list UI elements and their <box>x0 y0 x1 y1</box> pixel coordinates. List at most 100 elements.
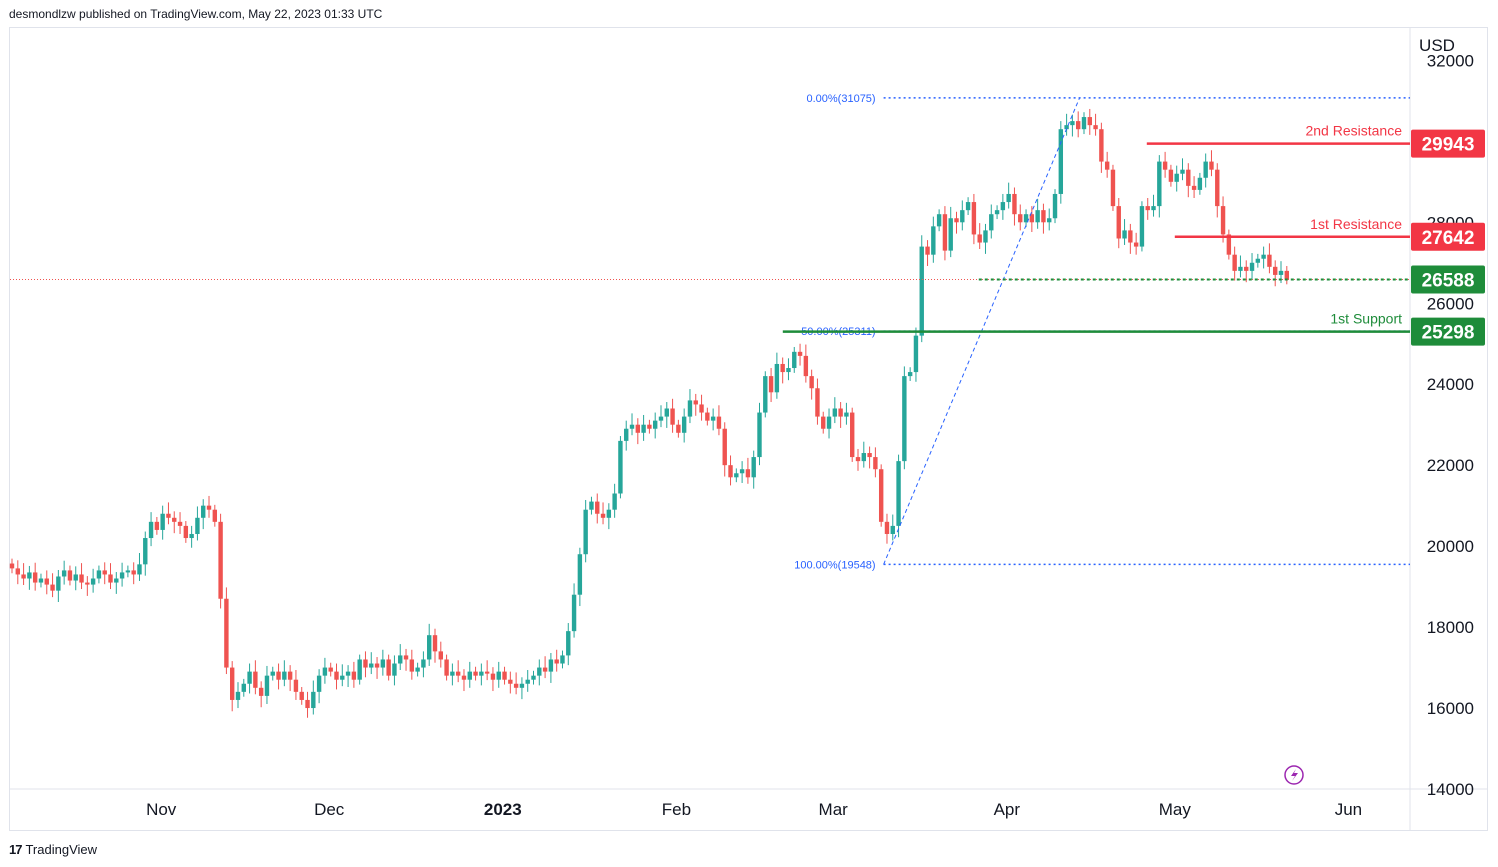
candle <box>687 389 693 424</box>
candle <box>734 468 739 483</box>
x-tick-label: Dec <box>314 800 345 819</box>
candle <box>658 405 664 428</box>
candle <box>444 654 449 681</box>
candle <box>484 660 490 681</box>
candle <box>971 193 977 245</box>
candle <box>328 662 333 677</box>
candle <box>1267 243 1272 274</box>
candle <box>913 327 919 382</box>
candle <box>172 511 177 534</box>
candle <box>73 566 78 591</box>
x-tick-label: 2023 <box>484 800 522 819</box>
candle <box>994 205 1000 220</box>
candle <box>189 525 194 548</box>
candle <box>293 669 299 700</box>
candle <box>114 572 119 594</box>
candle <box>902 366 907 470</box>
candle <box>965 197 971 216</box>
candle <box>363 651 368 678</box>
candle <box>1075 111 1081 138</box>
candle <box>710 408 716 431</box>
candle <box>1087 108 1092 135</box>
candle <box>195 506 200 541</box>
candle <box>183 521 189 543</box>
candle <box>861 441 866 468</box>
candle <box>461 669 467 692</box>
level-label-resistance: 1st Resistance <box>1310 216 1402 232</box>
x-tick-label: May <box>1159 800 1192 819</box>
candle <box>131 562 136 585</box>
candle <box>79 563 84 590</box>
candle <box>490 667 496 692</box>
candle <box>838 402 843 428</box>
candle <box>229 661 235 712</box>
candle <box>380 649 386 676</box>
candle <box>681 408 687 443</box>
candle <box>108 563 113 590</box>
candle <box>1093 113 1098 136</box>
candle <box>119 562 125 587</box>
candle <box>1215 163 1220 218</box>
candle <box>206 495 212 518</box>
candle <box>531 670 536 685</box>
y-tick-label: 22000 <box>1427 456 1474 475</box>
candle <box>850 407 855 462</box>
candle <box>583 499 588 563</box>
candle <box>896 454 901 538</box>
candle <box>316 669 322 704</box>
candle <box>560 650 565 669</box>
candle <box>299 686 304 705</box>
candle <box>9 558 15 574</box>
candle <box>1255 253 1261 268</box>
candle <box>1081 112 1087 135</box>
candle <box>1047 208 1052 231</box>
candle <box>855 448 861 471</box>
candle <box>427 623 432 666</box>
fib-level-label: 0.00%(31075) <box>806 93 875 105</box>
candle <box>745 457 751 484</box>
candle <box>954 211 959 234</box>
tradingview-brand[interactable]: 17 TradingView <box>9 842 97 857</box>
level-label-support: 1st Support <box>1330 311 1402 327</box>
candle <box>409 649 415 680</box>
candle <box>1157 155 1162 218</box>
candle <box>160 505 165 540</box>
y-tick-label: 24000 <box>1427 375 1474 394</box>
candle <box>61 560 67 585</box>
candle <box>467 661 472 688</box>
fib-level-label: 100.00%(19548) <box>794 559 875 571</box>
candle <box>56 570 61 602</box>
candle <box>728 455 733 486</box>
candle <box>1261 246 1266 269</box>
candle <box>554 649 559 672</box>
publisher-header: desmondlzw published on TradingView.com,… <box>9 7 383 21</box>
candle <box>873 447 878 478</box>
level-label-resistance: 2nd Resistance <box>1305 123 1402 139</box>
candle <box>606 503 612 530</box>
candle <box>479 663 484 686</box>
candle <box>1191 176 1197 199</box>
candle <box>763 371 768 418</box>
candle <box>253 660 258 695</box>
candle <box>600 502 606 525</box>
candle <box>403 648 409 671</box>
candle <box>1018 204 1023 231</box>
candle <box>589 496 594 515</box>
x-tick-label: Mar <box>819 800 849 819</box>
candle <box>143 531 148 576</box>
brand-label: TradingView <box>25 842 98 857</box>
candle <box>1249 253 1255 279</box>
candle <box>148 512 154 547</box>
candle <box>322 657 328 684</box>
candle <box>1029 206 1035 233</box>
candle <box>780 357 785 384</box>
candle <box>577 547 583 607</box>
candle <box>44 570 49 595</box>
candle <box>1174 165 1179 192</box>
candle <box>1168 164 1174 187</box>
y-tick-label: 20000 <box>1427 537 1474 556</box>
candle <box>340 664 345 687</box>
currency-label: USD <box>1419 36 1455 55</box>
candle <box>1151 194 1156 217</box>
